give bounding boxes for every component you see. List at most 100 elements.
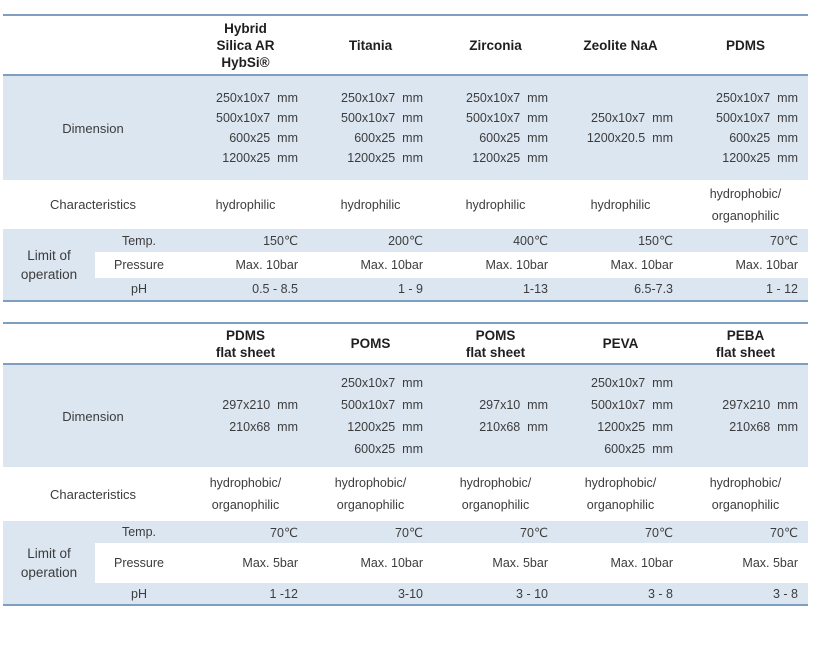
characteristics-value: organophilic bbox=[711, 498, 780, 512]
ph-value: 0.5 - 8.5 bbox=[183, 278, 308, 301]
row-label-dimension: Dimension bbox=[3, 75, 183, 180]
temp-value: 70℃ bbox=[308, 521, 433, 543]
characteristics-cell: hydrophobic/ organophilic bbox=[183, 467, 308, 521]
dimension-cell-zirconia: 250x10x7 mm 500x10x7 mm 600x25 mm 1200x2… bbox=[433, 75, 558, 180]
dimension-value: 250x10x7 mm bbox=[716, 91, 798, 105]
characteristics-value: hydrophobic/ bbox=[209, 476, 282, 490]
pressure-value: Max. 5bar bbox=[433, 543, 558, 583]
dimension-value: 500x10x7 mm bbox=[716, 111, 798, 125]
ph-row: pH 1 -12 3-10 3 - 10 3 - 8 3 - 8 bbox=[3, 583, 808, 605]
column-header-poms-flat-sheet: POMS flat sheet bbox=[433, 323, 558, 364]
dimension-value: 500x10x7 mm bbox=[591, 398, 673, 412]
dimension-value bbox=[558, 148, 673, 168]
dimension-value: 500x10x7 mm bbox=[216, 111, 298, 125]
column-header-line: Zeolite NaA bbox=[583, 37, 658, 53]
characteristics-value: hydrophobic/ bbox=[709, 476, 782, 490]
dimension-value: 250x10x7 mm bbox=[216, 91, 298, 105]
column-header-line: PDMS bbox=[225, 327, 265, 343]
characteristics-value: hydrophobic/ bbox=[709, 186, 782, 201]
column-header-zeolite-naa: Zeolite NaA bbox=[558, 15, 683, 75]
row-label-ph: pH bbox=[95, 583, 183, 605]
row-label-characteristics: Characteristics bbox=[50, 197, 136, 212]
dimension-value: 600x25 mm bbox=[354, 131, 423, 145]
characteristics-value: hydrophilic bbox=[340, 197, 401, 212]
row-label-pressure: Pressure bbox=[95, 543, 183, 583]
characteristics-cell: hydrophobic/ organophilic bbox=[308, 467, 433, 521]
pressure-value: Max. 5bar bbox=[183, 543, 308, 583]
dimension-value: 250x10x7 mm bbox=[466, 91, 548, 105]
dimension-value: 600x25 mm bbox=[229, 131, 298, 145]
temp-value: 400℃ bbox=[433, 229, 558, 252]
pressure-value: Max. 10bar bbox=[558, 543, 683, 583]
characteristics-row: Characteristics hydrophilic hydrophilic … bbox=[3, 180, 808, 229]
dimension-value: 250x10x7 mm bbox=[341, 376, 423, 390]
temperature-row: Limit of operation Temp. 70℃ 70℃ 70℃ 70℃… bbox=[3, 521, 808, 605]
dimension-row: Dimension 250x10x7 mm 500x10x7 mm 600x25… bbox=[3, 75, 808, 180]
ph-value: 1-13 bbox=[433, 278, 558, 301]
ph-row: pH 0.5 - 8.5 1 - 9 1-13 6.5-7.3 1 - 12 bbox=[3, 278, 808, 301]
characteristics-cell: hydrophobic/ organophilic bbox=[683, 467, 808, 521]
dimension-value: 600x25 mm bbox=[729, 131, 798, 145]
dimension-value: 600x25 mm bbox=[604, 442, 673, 456]
characteristics-value: hydrophobic/ bbox=[584, 476, 657, 490]
ph-value: 3 - 8 bbox=[558, 583, 683, 605]
pressure-value: Max. 5bar bbox=[683, 543, 808, 583]
dimension-value: 600x25 mm bbox=[354, 442, 423, 456]
column-header-hybsi: Hybrid Silica AR HybSi® bbox=[183, 15, 308, 75]
dimension-value bbox=[683, 372, 798, 394]
characteristics-value: hydrophilic bbox=[465, 197, 526, 212]
characteristics-cell: hydrophilic bbox=[183, 180, 308, 229]
limit-label-line: Limit of bbox=[27, 545, 71, 561]
pressure-row: Pressure Max. 5bar Max. 10bar Max. 5bar … bbox=[3, 543, 808, 583]
column-header-line: PEBA bbox=[726, 327, 765, 343]
characteristics-cell: hydrophilic bbox=[558, 180, 683, 229]
dimension-value: 1200x25 mm bbox=[472, 151, 548, 165]
temp-value: 200℃ bbox=[308, 229, 433, 252]
row-label-temp: Temp. bbox=[95, 229, 183, 252]
characteristics-cell: hydrophilic bbox=[433, 180, 558, 229]
dimension-value: 1200x25 mm bbox=[222, 151, 298, 165]
characteristics-value: organophilic bbox=[211, 498, 280, 512]
dimension-value: 500x10x7 mm bbox=[341, 398, 423, 412]
row-label-pressure: Pressure bbox=[95, 252, 183, 278]
row-label-dimension: Dimension bbox=[3, 364, 183, 467]
column-header-line: POMS bbox=[475, 327, 516, 343]
column-header-line: Silica AR bbox=[216, 37, 275, 53]
temp-value: 70℃ bbox=[683, 521, 808, 543]
temperature-row: Limit of operation Temp. 150℃ 200℃ 400℃ … bbox=[3, 229, 808, 301]
dimension-value bbox=[183, 438, 298, 460]
column-header-pdms: PDMS bbox=[683, 15, 808, 75]
pressure-row: Pressure Max. 10bar Max. 10bar Max. 10ba… bbox=[3, 252, 808, 278]
dimension-value: 297x210 mm bbox=[222, 398, 298, 412]
temp-value: 150℃ bbox=[558, 229, 683, 252]
limit-label-line: Limit of bbox=[27, 247, 71, 263]
characteristics-value: organophilic bbox=[586, 498, 655, 512]
temp-value: 70℃ bbox=[433, 521, 558, 543]
dimension-value: 500x10x7 mm bbox=[466, 111, 548, 125]
ph-value: 1 - 9 bbox=[308, 278, 433, 301]
row-label-characteristics: Characteristics bbox=[50, 486, 136, 502]
dimension-value bbox=[433, 438, 548, 460]
column-header-line: Titania bbox=[348, 37, 393, 53]
dimension-value: 500x10x7 mm bbox=[341, 111, 423, 125]
dimension-value bbox=[433, 372, 548, 394]
row-label-ph: pH bbox=[95, 278, 183, 301]
characteristics-cell: hydrophobic/ organophilic bbox=[558, 467, 683, 521]
temp-value: 70℃ bbox=[558, 521, 683, 543]
pressure-value: Max. 10bar bbox=[558, 252, 683, 278]
column-header-peva: PEVA bbox=[558, 323, 683, 364]
dimension-row: Dimension 297x210 mm 210x68 mm 250x10x7 … bbox=[3, 364, 808, 467]
characteristics-row: Characteristics hydrophobic/ organophili… bbox=[3, 467, 808, 521]
dimension-value: 210x68 mm bbox=[729, 420, 798, 434]
dimension-cell-peva: 250x10x7 mm 500x10x7 mm 1200x25 mm 600x2… bbox=[558, 364, 683, 467]
temp-value: 70℃ bbox=[183, 521, 308, 543]
column-header-poms: POMS bbox=[308, 323, 433, 364]
column-header-line: Zirconia bbox=[469, 37, 522, 53]
column-header-line: PDMS bbox=[725, 37, 765, 53]
header-row: Hybrid Silica AR HybSi® Titania Zirconia… bbox=[3, 15, 808, 75]
pressure-value: Max. 10bar bbox=[683, 252, 808, 278]
dimension-value bbox=[683, 438, 798, 460]
row-label-temp: Temp. bbox=[95, 521, 183, 543]
dimension-cell-hybsi: 250x10x7 mm 500x10x7 mm 600x25 mm 1200x2… bbox=[183, 75, 308, 180]
column-header-peba-flat-sheet: PEBA flat sheet bbox=[683, 323, 808, 364]
